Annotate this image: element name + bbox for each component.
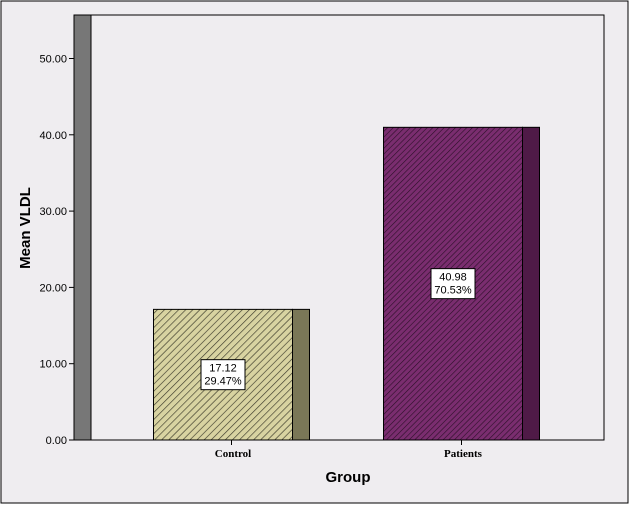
x-tick-label-patients: Patients — [444, 448, 483, 460]
y-tick-label: 0.00 — [46, 435, 67, 447]
bar-patients-side — [522, 126, 540, 441]
y-tick-label: 40.00 — [39, 130, 67, 142]
y-tick-label: 20.00 — [39, 282, 67, 294]
left-wall-3d — [73, 14, 92, 441]
x-tick-label-control: Control — [215, 448, 251, 460]
data-label-value-control: 17.12 — [209, 363, 237, 375]
y-axis-ticks: 0.00 10.00 20.00 30.00 40.00 50.00 — [39, 53, 74, 447]
data-label-value-patients: 40.98 — [439, 272, 467, 284]
data-label-percent-control: 29.47% — [204, 376, 242, 388]
y-tick-label: 10.00 — [39, 359, 67, 371]
y-axis-title: Mean VLDL — [17, 187, 34, 269]
data-label-box-patients — [430, 268, 476, 300]
data-label-box-control — [200, 359, 246, 391]
data-label-percent-patients: 70.53% — [434, 285, 472, 297]
x-axis-title: Group — [326, 469, 371, 486]
bar-control-side — [292, 308, 310, 441]
y-tick-label: 30.00 — [39, 206, 67, 218]
x-axis-ticks: Control Patients — [215, 440, 483, 460]
y-tick-label: 50.00 — [39, 53, 67, 65]
